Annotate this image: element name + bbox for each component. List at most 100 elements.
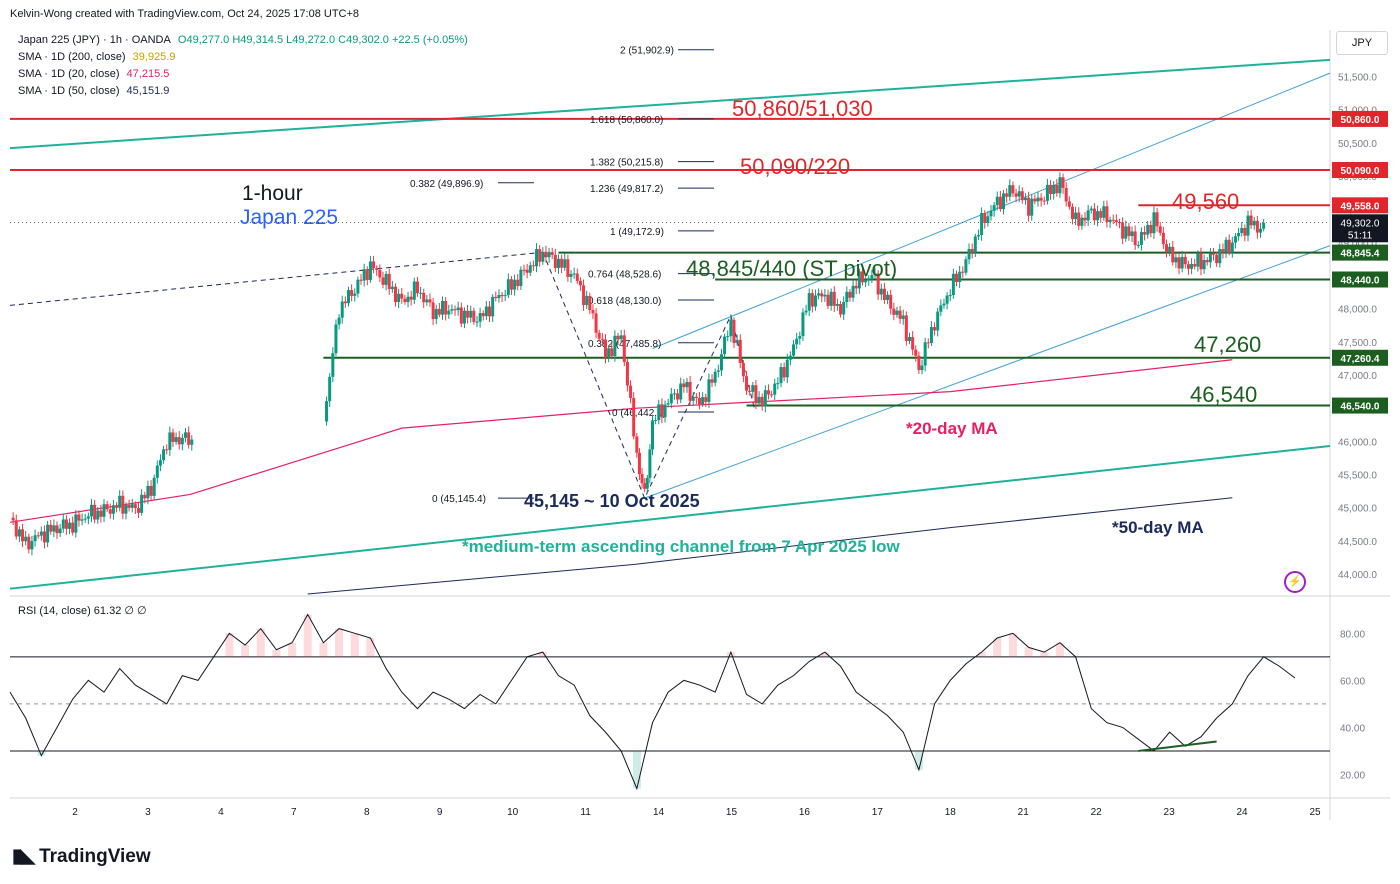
candle-body [1171,246,1175,263]
candle-body [1161,232,1165,245]
candle-body [488,306,492,317]
candle-body [948,295,952,297]
rsi-overbought-fill [993,638,1002,657]
sma20-label: SMA · 1D (20, close) [18,68,120,80]
candle-body [1180,256,1184,269]
fib-label: 0 (46,442.9) [612,408,666,419]
candle-body [428,299,432,303]
candle-body [127,505,131,508]
candle-body [1002,193,1006,210]
candle-body [973,236,977,253]
date-tick-label: 7 [291,807,297,818]
lightning-icon[interactable]: ⚡ [1284,571,1306,593]
candle-body [757,396,761,404]
candle-body [976,235,980,237]
candle-body [1143,232,1147,235]
candle-body [481,313,485,317]
channel-upper-line [9,58,1331,150]
candle-body [848,291,852,298]
level-axis-label: 50,860.0 [1341,115,1380,126]
candle-body [365,269,369,280]
level-annotation: 49,560 [1172,189,1239,214]
fib-label: 0.618 (48,130.0) [588,296,661,307]
candle-body [177,437,181,445]
sma50-value: 45,151.9 [126,85,170,97]
candle-body [187,432,191,445]
candle-body [936,311,940,331]
level-annotation: 50,090/220 [740,154,850,179]
candle-body [1049,184,1053,195]
candle-body [99,510,103,517]
candle-body [748,390,752,392]
candle-body [102,504,106,517]
candle-body [588,295,592,311]
sma50-legend[interactable]: SMA · 1D (50, close) 45,151.9 [18,85,173,97]
candle-body [998,196,1002,210]
symbol-legend[interactable]: Japan 225 (JPY) · 1h · OANDA O49,277.0 H… [18,34,472,46]
candle-body [1149,225,1153,234]
candle-body [766,390,770,395]
fib-label: 1.618 (50,860.0) [590,115,663,126]
candle-body [698,397,702,405]
candle-body [713,371,717,383]
candle-body [52,525,56,532]
fib-label: 2 (51,902.9) [620,46,674,57]
candle-body [519,269,523,287]
candle-body [820,293,824,297]
candle-body [425,299,429,303]
rsi-overbought-fill [1008,633,1017,657]
candle-body [108,509,112,514]
rsi-tick-label: 80.00 [1340,629,1365,640]
candle-body [1130,231,1134,236]
rsi-overbought-fill [977,652,986,657]
candle-body [904,315,908,341]
rsi-overbought-fill [225,633,234,657]
candle-body [74,514,78,533]
candle-body [412,281,416,300]
candle-body [168,432,172,450]
level-axis-label: 50,090.0 [1341,166,1380,177]
candle-body [86,516,90,519]
candle-body [36,535,40,537]
candle-body [657,404,661,420]
candle-body [704,397,708,402]
candle-body [1017,191,1021,197]
candle-body [632,397,636,437]
candle-body [917,355,921,371]
candle-body [1052,184,1056,195]
level-annotation: 46,540 [1190,382,1257,407]
rsi-legend[interactable]: RSI (14, close) 61.32 ∅ ∅ [18,605,147,617]
candle-body [375,268,379,270]
candle-body [1077,212,1081,226]
candle-body [1027,197,1031,216]
tradingview-logo[interactable]: ▮◣ TradingView [12,845,151,868]
candle-body [522,269,526,271]
candle-body [707,379,711,402]
date-tick-label: 11 [580,807,591,818]
candle-body [563,259,567,268]
candle-body [1202,260,1206,270]
rsi-tick-label: 60.00 [1340,676,1365,687]
currency-button[interactable]: JPY [1336,31,1388,55]
candle-body [882,288,886,301]
candle-body [597,332,601,339]
sma200-legend[interactable]: SMA · 1D (200, close) 39,925.9 [18,51,179,63]
candle-body [1102,206,1106,218]
candle-body [1155,212,1159,227]
candle-body [1255,220,1259,233]
candle-body [901,315,905,319]
candle-body [472,310,476,322]
date-tick-label: 15 [726,807,738,818]
candle-body [685,381,689,388]
candle-body [381,277,385,285]
candle-body [1058,177,1062,194]
candle-body [30,541,34,550]
candle-body [1064,187,1068,202]
candle-body [538,249,542,262]
sma20-legend[interactable]: SMA · 1D (20, close) 47,215.5 [18,68,173,80]
candle-body [1070,206,1074,220]
rsi-overbought-fill [820,652,829,657]
candle-body [340,301,344,318]
candle-body [691,396,695,401]
price-tick-label: 47,500.0 [1338,338,1377,349]
